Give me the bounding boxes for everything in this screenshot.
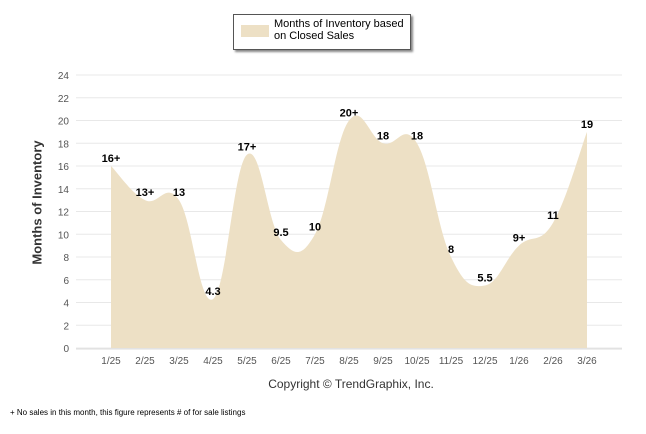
- y-tick-label: 24: [58, 71, 70, 82]
- x-tick-label: 3/26: [577, 356, 597, 367]
- data-label: 11: [547, 210, 559, 222]
- x-tick-label: 11/25: [439, 356, 464, 367]
- x-tick-label: 4/25: [203, 356, 223, 367]
- x-tick-label: 8/25: [339, 356, 359, 367]
- y-tick-label: 4: [63, 299, 69, 310]
- data-label: 17+: [238, 142, 257, 154]
- y-tick-label: 16: [58, 162, 70, 173]
- y-tick-label: 8: [63, 253, 69, 264]
- data-label: 13: [173, 187, 185, 199]
- y-tick-label: 6: [63, 276, 69, 287]
- x-tick-label: 9/25: [373, 356, 393, 367]
- data-label: 9+: [513, 233, 526, 245]
- legend: Months of Inventory based on Closed Sale…: [233, 14, 411, 50]
- copyright: Copyright © TrendGraphix, Inc.: [268, 377, 434, 391]
- data-label: 19: [581, 119, 593, 131]
- data-label: 5.5: [477, 272, 492, 284]
- x-tick-label: 2/26: [543, 356, 563, 367]
- x-tick-label: 3/25: [169, 356, 189, 367]
- y-tick-label: 0: [63, 344, 69, 355]
- legend-swatch: [241, 25, 269, 37]
- y-tick-label: 22: [58, 94, 70, 105]
- data-label: 9.5: [273, 227, 288, 239]
- x-tick-label: 6/25: [271, 356, 291, 367]
- data-label: 8: [448, 244, 454, 256]
- data-label: 16+: [102, 153, 121, 165]
- data-label: 18: [411, 130, 423, 142]
- area-series: [111, 115, 587, 349]
- footnote: + No sales in this month, this figure re…: [10, 408, 246, 417]
- y-tick-label: 10: [58, 230, 70, 241]
- y-tick-label: 14: [58, 185, 70, 196]
- data-label: 13+: [136, 187, 155, 199]
- y-tick-label: 20: [58, 117, 70, 128]
- legend-label: Months of Inventory based on Closed Sale…: [274, 18, 404, 42]
- y-tick-label: 12: [58, 208, 70, 219]
- x-tick-label: 2/25: [135, 356, 155, 367]
- data-label: 10: [309, 221, 321, 233]
- x-tick-label: 5/25: [237, 356, 257, 367]
- x-tick-label: 1/26: [509, 356, 529, 367]
- data-label: 18: [377, 130, 389, 142]
- y-tick-label: 2: [63, 321, 69, 332]
- x-tick-label: 10/25: [404, 356, 429, 367]
- x-tick-label: 12/25: [472, 356, 497, 367]
- data-label: 20+: [340, 108, 359, 120]
- data-label: 4.3: [205, 286, 220, 298]
- y-tick-label: 18: [58, 139, 70, 150]
- x-tick-label: 7/25: [305, 356, 325, 367]
- x-tick-label: 1/25: [101, 356, 121, 367]
